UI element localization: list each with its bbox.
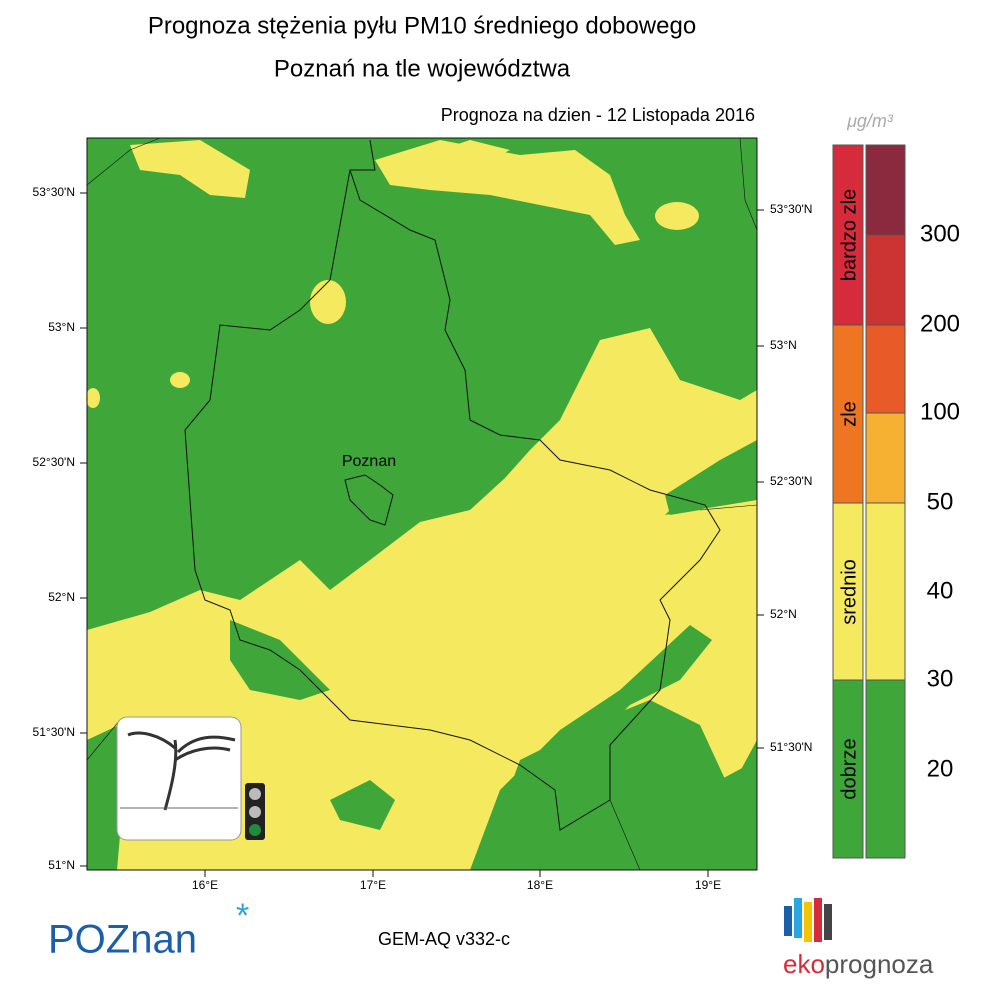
city-logo: POZnan	[48, 918, 197, 962]
legend-level: 200	[920, 310, 960, 337]
lat-label: 52°N	[48, 590, 75, 604]
subtitle: Poznań na tle województwa	[274, 55, 571, 82]
yellow-blob	[375, 140, 640, 245]
model-name: GEM-AQ v332-c	[378, 929, 510, 949]
brand-right: prognoza	[825, 949, 934, 979]
legend-level: 30	[927, 665, 954, 692]
title: Prognoza stężenia pyłu PM10 średniego do…	[148, 12, 696, 39]
legend-category: bardzo zle	[838, 189, 860, 281]
lat-label: 51°30'N	[33, 725, 75, 739]
lat-label: 51°30'N	[770, 740, 812, 754]
legend-category: srednio	[838, 559, 860, 625]
footer: POZnan * GEM-AQ v332-c ekoprognoza	[48, 897, 934, 979]
lat-label: 52°30'N	[33, 455, 75, 469]
green-patch	[330, 780, 395, 830]
lon-label: 17°E	[360, 878, 386, 892]
lon-label: 18°E	[527, 878, 553, 892]
borders	[86, 137, 758, 871]
lat-label: 52°N	[770, 607, 797, 621]
yellow-blob	[310, 280, 346, 324]
yellow-area	[87, 328, 757, 870]
legend-level: 300	[920, 220, 960, 247]
map-frame	[86, 137, 758, 871]
lat-label: 53°N	[48, 320, 75, 334]
forecast-date: Prognoza na dzien - 12 Listopada 2016	[441, 105, 755, 125]
map: Poznan	[86, 137, 758, 871]
legend-category: dobrze	[838, 738, 860, 799]
yellow-blob	[440, 140, 510, 165]
legend: μg/m³	[832, 111, 906, 859]
lat-label: 53°30'N	[33, 185, 75, 199]
legend-level: 50	[927, 488, 954, 515]
city-label: Poznan	[342, 453, 396, 470]
yellow-blob	[86, 388, 100, 408]
legend-unit: μg/m³	[846, 111, 894, 131]
green-patch	[720, 760, 757, 805]
brand-left: eko	[783, 949, 825, 979]
yellow-blob	[170, 372, 190, 388]
legend-level: 40	[927, 577, 954, 604]
lat-label: 52°30'N	[770, 474, 812, 488]
green-band	[470, 625, 712, 870]
yellow-blob	[655, 202, 699, 230]
lat-label: 53°30'N	[770, 202, 812, 216]
green-patch	[665, 440, 757, 515]
lat-label: 51°N	[48, 858, 75, 872]
legend-level: 100	[920, 398, 960, 425]
lon-label: 19°E	[695, 878, 721, 892]
legend-category: zle	[838, 401, 860, 427]
logo-star: *	[236, 897, 249, 935]
green-patch	[230, 620, 330, 700]
legend-level: 20	[927, 755, 954, 782]
brand: ekoprognoza	[783, 949, 934, 979]
yellow-blob	[130, 140, 250, 198]
weather-icon	[116, 716, 265, 841]
lon-label: 16°E	[192, 878, 218, 892]
lat-label: 53°N	[770, 338, 797, 352]
